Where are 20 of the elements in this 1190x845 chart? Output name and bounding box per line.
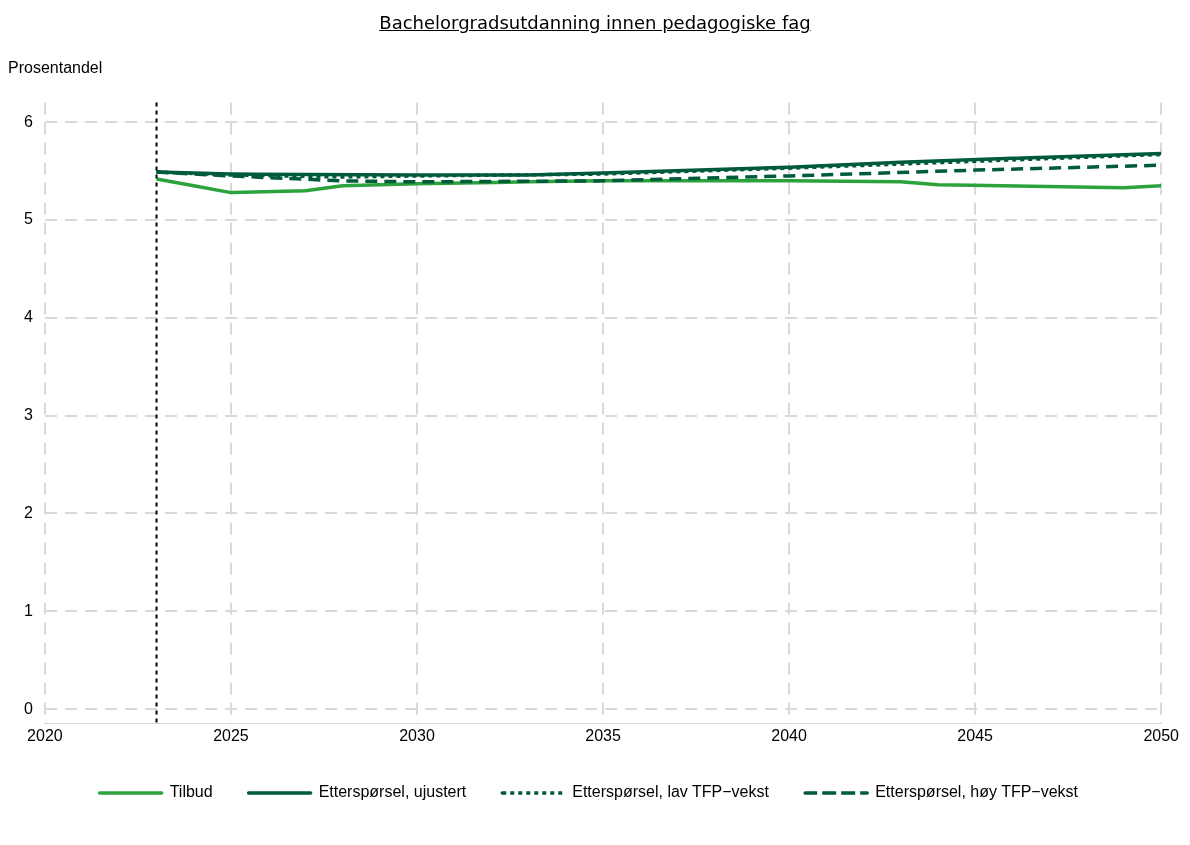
- x-tick-label: 2045: [957, 726, 994, 744]
- legend-label: Etterspørsel, ujustert: [318, 783, 467, 801]
- x-tick-label: 2025: [213, 726, 249, 744]
- legend-label: Tilbud: [169, 783, 213, 801]
- x-tick-label: 2050: [1143, 726, 1180, 744]
- y-tick-label: 2: [23, 503, 33, 521]
- x-tick-label: 2035: [585, 726, 621, 744]
- y-tick-label: 1: [23, 601, 33, 619]
- y-axis-title: Prosentandel: [8, 59, 104, 77]
- legend-label: Etterspørsel, høy TFP−vekst: [875, 783, 1079, 801]
- y-tick-label: 3: [23, 406, 33, 424]
- legend-label: Etterspørsel, lav TFP−vekst: [572, 783, 770, 801]
- x-tick-label: 2040: [771, 726, 807, 744]
- y-tick-label: 0: [23, 699, 33, 717]
- y-tick-label: 5: [23, 210, 33, 228]
- y-tick-label: 4: [23, 308, 33, 326]
- y-tick-label: 6: [23, 112, 33, 130]
- x-tick-label: 2020: [27, 726, 63, 744]
- x-tick-label: 2030: [399, 726, 435, 744]
- chart-title: Bachelorgradsutdanning innen pedagogiske fag: [379, 12, 811, 33]
